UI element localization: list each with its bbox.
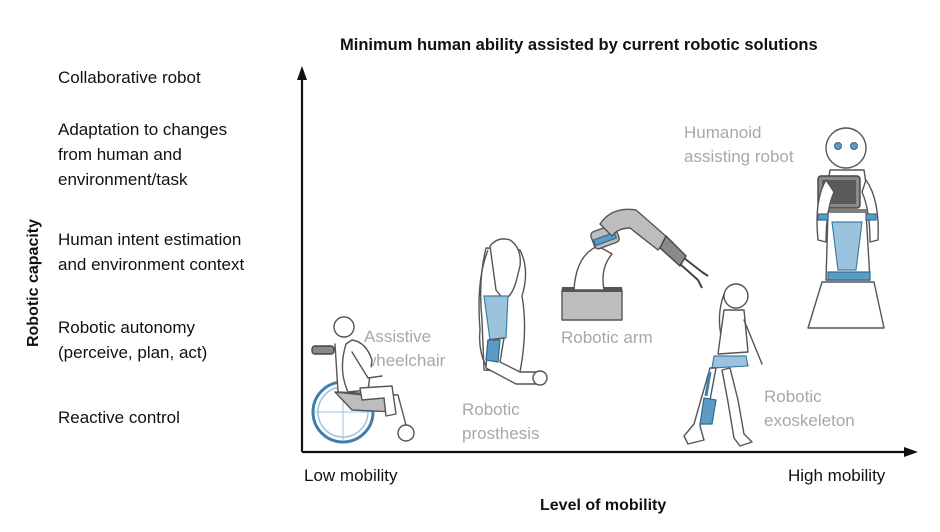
y-level-adaptation: Adaptation to changes from human and env…: [58, 120, 228, 189]
device-label-humanoid: Humanoid assisting robot: [684, 123, 794, 166]
prosthetic-arm-icon: [478, 238, 548, 386]
x-axis-high-label: High mobility: [788, 466, 886, 485]
x-axis-low-label: Low mobility: [304, 466, 398, 485]
y-level-reactive-control: Reactive control: [58, 408, 180, 427]
y-level-intent-estimation: Human intent estimation and environment …: [58, 230, 245, 274]
device-label-wheelchair: Assistive wheelchair: [364, 327, 446, 370]
y-level-robotic-autonomy: Robotic autonomy (perceive, plan, act): [58, 318, 208, 362]
device-label-robotic-arm: Robotic arm: [561, 328, 653, 347]
y-level-collaborative-robot: Collaborative robot: [58, 68, 201, 87]
diagram-title: Minimum human ability assisted by curren…: [340, 36, 818, 54]
x-axis-label: Level of mobility: [540, 497, 667, 514]
device-label-prosthesis: Robotic prosthesis: [462, 400, 540, 443]
x-axis: [302, 447, 918, 457]
robotic-arm-icon: [561, 208, 709, 321]
exoskeleton-walker-icon: [683, 283, 763, 447]
humanoid-robot-icon: [807, 127, 885, 329]
y-axis: [297, 66, 307, 452]
wheelchair-user-icon: [311, 316, 415, 444]
device-label-exoskeleton: Robotic exoskeleton: [764, 387, 855, 430]
